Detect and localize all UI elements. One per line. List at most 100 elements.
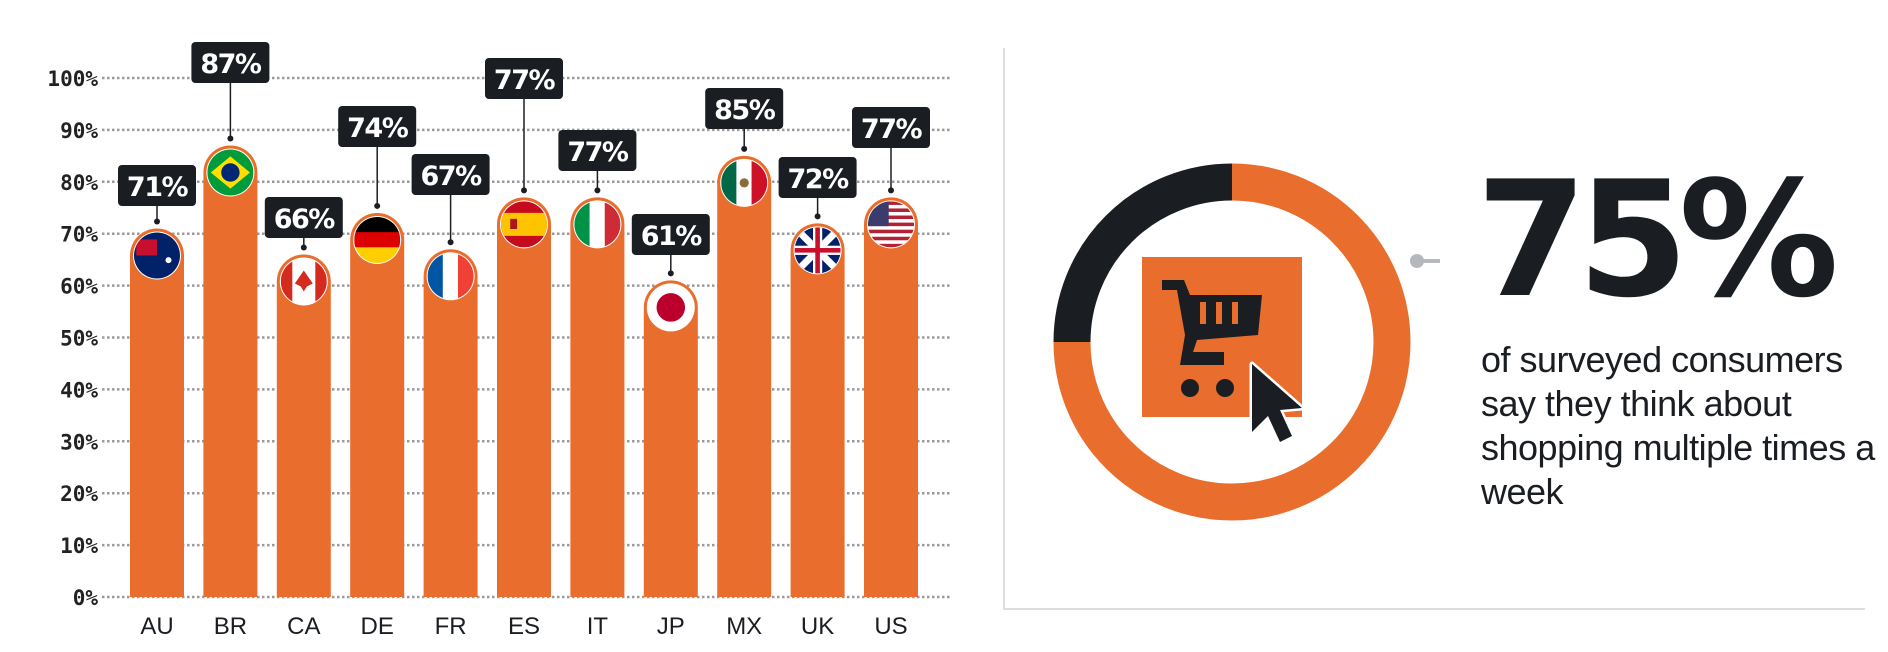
bar-group-ca: 66% [264,197,343,597]
y-tick-label: 60% [60,275,98,299]
y-tick-label: 90% [60,119,98,143]
bar [497,197,551,597]
x-axis-ticks: AU BR CA DE FR ES IT JP MX UK US [140,613,907,640]
y-tick-label: 50% [60,327,98,351]
germany-flag-icon [354,216,401,263]
australia-flag-icon [134,232,180,279]
stat-description: of surveyed consumers say they think abo… [1481,339,1875,512]
x-tick-label: ES [508,613,540,640]
bar-group-br: 87% [191,42,270,597]
value-label-box [191,42,270,83]
value-label: 71% [127,172,189,203]
label-connector-dot [374,202,381,209]
x-tick-label: IT [587,613,609,640]
label-connector-dot [741,145,748,152]
label-connector-dot [154,218,160,225]
label-connector-dot [594,187,601,194]
bar [130,228,184,597]
value-label: 77% [567,137,629,168]
bar [423,249,478,597]
y-tick-label: 80% [60,171,98,195]
y-tick-label: 30% [60,430,98,454]
value-label-box [852,107,930,148]
x-tick-label: MX [726,613,762,640]
bar-group-au: 71% [118,165,196,597]
value-label: 67% [421,161,483,192]
ring-remainder-arc [1053,163,1233,343]
stat-panel [1003,48,1865,610]
x-tick-label: BR [214,613,247,640]
bar [864,197,918,597]
bar-group-jp: 61% [631,214,710,597]
bar-chart: 0% 10% 20% 30% 40% 50% 60% 70% 80% 90% 100% 71% 87%… [47,42,950,640]
mexico-flag-icon [721,159,768,206]
bar [276,254,331,597]
bar [790,223,845,597]
x-tick-label: FR [435,613,467,640]
value-label: 87% [200,49,262,80]
bar-group-us: 77% [852,107,930,597]
value-label-box [264,197,343,238]
cursor-icon [1249,361,1305,445]
value-label: 77% [494,65,556,96]
label-connector-dot [447,239,454,246]
bar-group-it: 77% [558,130,637,597]
bar-group-es: 77% [485,58,563,597]
y-tick-label: 10% [60,534,98,558]
x-tick-label: CA [287,613,320,640]
y-tick-label: 100% [47,67,98,91]
value-label: 72% [788,164,850,195]
bar [643,280,698,597]
shopping-cart-icon [1162,280,1262,397]
donut-ring [1053,163,1440,521]
japan-flag-icon [647,284,694,331]
y-axis-ticks: 0% 10% 20% 30% 40% 50% 60% 70% 80% 90% 100% [47,67,98,610]
france-flag-icon [427,253,474,300]
value-label: 74% [347,113,409,144]
label-connector-dot [667,270,674,277]
value-label-box [338,106,417,147]
y-tick-label: 70% [60,223,98,247]
ring-filled-arc [1053,163,1411,521]
spain-flag-icon [501,201,547,248]
label-connector-dot [521,187,527,194]
stat-value: 75% [1476,146,1839,333]
bar [203,145,258,597]
us-flag-icon [868,201,914,248]
label-connector-dot [300,244,307,251]
value-label-box [118,165,196,206]
bar-group-de: 74% [338,106,417,598]
y-tick-label: 20% [60,482,98,506]
x-tick-label: US [874,613,907,640]
italy-flag-icon [574,201,621,248]
x-tick-label: UK [801,613,834,640]
label-connector-dot [814,213,821,220]
value-label-box [631,214,710,255]
bar-group-fr: 67% [411,154,490,597]
value-label: 66% [274,204,336,235]
bar [570,197,625,597]
bar-group-uk: 72% [778,157,857,597]
value-label-box [485,58,563,99]
value-label: 77% [861,114,923,145]
value-label-box [705,88,784,129]
value-label-box [558,130,637,171]
bar [717,155,772,597]
bar-group-mx: 85% [705,88,784,597]
bars: 71% 87% 66% 74% 67% 77% 77% 61% 85% 72% 77% [118,42,930,598]
x-tick-label: DE [361,613,394,640]
label-connector-dot [227,135,234,142]
y-tick-label: 40% [60,378,98,402]
uk-flag-icon [794,227,841,274]
x-tick-label: JP [657,613,685,640]
value-label: 85% [714,95,776,126]
canada-flag-icon [280,258,327,305]
label-connector-dot [888,187,894,194]
value-label-box [778,157,857,198]
x-tick-label: AU [140,613,173,640]
value-label: 61% [641,221,703,252]
bar [350,212,405,598]
brazil-flag-icon [207,149,254,196]
y-tick-label: 0% [73,586,99,610]
value-label-box [411,154,490,195]
